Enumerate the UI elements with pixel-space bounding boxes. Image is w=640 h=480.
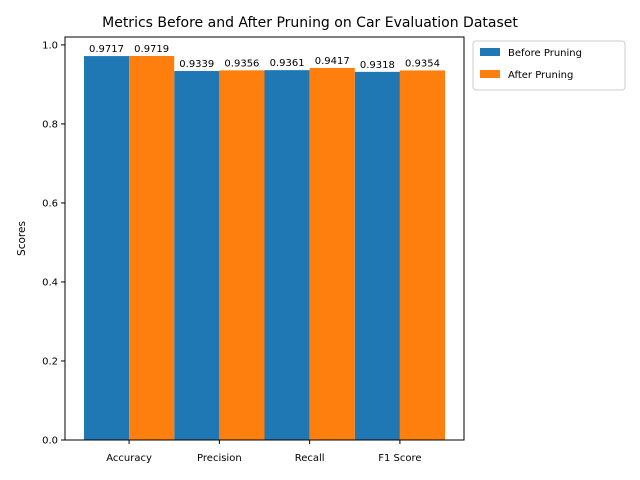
y-axis-label: Scores: [16, 221, 28, 256]
legend-frame: [472, 40, 626, 91]
bar-after-pruning-f1-score: [399, 70, 446, 440]
legend-swatch-before-pruning: [480, 48, 500, 56]
x-tick-label-precision: Precision: [197, 453, 242, 464]
x-tick-label-f1-score: F1 Score: [378, 453, 421, 464]
bar-before-pruning-f1-score: [354, 71, 400, 440]
x-tick-label-accuracy: Accuracy: [106, 453, 152, 464]
y-tick-label: 1.0: [42, 40, 58, 51]
y-axis: 0.0 0.2 0.4 0.6 0.8 1.0: [42, 40, 65, 447]
data-label-after-pruning-recall: 0.9417: [315, 56, 350, 67]
bar-after-pruning-accuracy: [129, 56, 175, 441]
legend-swatch-after-pruning: [480, 70, 500, 78]
data-label-after-pruning-precision: 0.9356: [224, 58, 259, 69]
data-label-after-pruning-accuracy: 0.9719: [134, 44, 169, 55]
y-tick-label: 0.8: [42, 119, 58, 130]
data-label-after-pruning-f1-score: 0.9354: [405, 58, 440, 69]
data-label-before-pruning-f1-score: 0.9318: [360, 60, 395, 71]
bars-group: [83, 56, 446, 441]
bar-after-pruning-recall: [309, 67, 355, 440]
plot-frame: [64, 36, 465, 441]
bar-after-pruning-precision: [219, 70, 265, 440]
bar-before-pruning-accuracy: [83, 56, 130, 440]
data-label-before-pruning-accuracy: 0.9717: [89, 44, 124, 55]
y-tick-label: 0.0: [42, 436, 58, 447]
data-labels-group: 0.9717 0.9339 0.9361 0.9318 0.9719 0.9356 0.94…: [89, 44, 440, 71]
bar-before-pruning-recall: [264, 70, 310, 440]
y-tick-label: 0.6: [42, 198, 58, 209]
x-tick-label-recall: Recall: [295, 453, 325, 464]
legend-label-before-pruning: Before Pruning: [508, 48, 582, 59]
legend-label-after-pruning: After Pruning: [508, 70, 573, 81]
data-label-before-pruning-recall: 0.9361: [270, 58, 305, 69]
chart-title: Metrics Before and After Pruning on Car …: [102, 15, 518, 31]
x-axis: Accuracy Precision Recall F1 Score: [106, 440, 422, 464]
data-label-before-pruning-precision: 0.9339: [179, 59, 214, 70]
y-tick-label: 0.4: [42, 277, 58, 288]
bar-before-pruning-precision: [174, 71, 220, 440]
legend: Before Pruning After Pruning: [472, 40, 626, 91]
y-tick-label: 0.2: [42, 356, 58, 367]
